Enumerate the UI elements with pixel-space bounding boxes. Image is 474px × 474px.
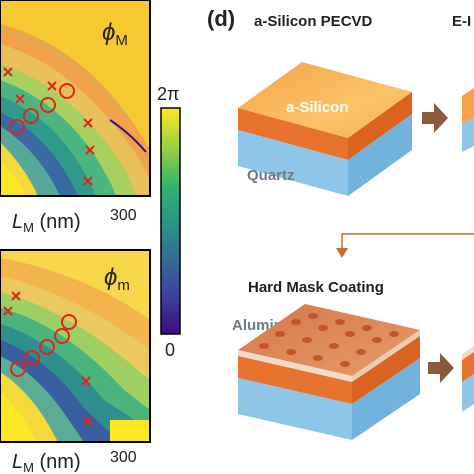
step1-layer-top: a-Silicon [286, 99, 349, 116]
phase-map-top-frame [0, 0, 151, 197]
phase-map-bottom-corner-label: ϕm [104, 264, 130, 294]
arrow-right-1 [422, 103, 448, 133]
circle-marker [39, 339, 55, 355]
circle-marker [61, 314, 77, 330]
panel-letter: (d) [207, 6, 235, 31]
phase-map-bottom-crosses [3, 291, 93, 426]
cross-marker [83, 416, 93, 426]
cross-marker [81, 376, 91, 386]
connector-arrowhead [336, 248, 348, 258]
phase-map-bottom-circles [10, 314, 77, 377]
colorbar-max-label: 2π [157, 84, 179, 104]
step3-stack [238, 304, 420, 440]
phase-map-top-crosses [3, 67, 95, 186]
cross-marker [15, 94, 25, 104]
step3-title: Hard Mask Coating [248, 279, 384, 296]
connector-line [341, 233, 474, 250]
circle-marker [9, 119, 25, 135]
cross-marker [83, 176, 93, 186]
circle-marker [54, 328, 70, 344]
step2-stack-partial [462, 88, 474, 152]
phase-map-top [0, 0, 150, 196]
cross-marker [85, 145, 95, 155]
phase-map-bottom-x-tick-max: 300 [110, 449, 137, 466]
circle-marker [23, 108, 39, 124]
step4-stack-partial [462, 346, 474, 412]
cross-marker [3, 306, 13, 316]
circle-marker [10, 361, 26, 377]
step3-mask-dots [259, 313, 399, 367]
step2-title-partial: E-I [452, 13, 471, 30]
step1-title: a-Silicon PECVD [254, 13, 373, 30]
cross-marker [83, 118, 93, 128]
cross-marker [11, 291, 21, 301]
phase-map-top-x-tick-max: 300 [110, 207, 137, 224]
phase-map-top-x-axis-label: LM (nm) [12, 211, 81, 235]
phase-map-top-corner-label: ϕM [102, 19, 128, 49]
phase-map-top-circles [9, 83, 75, 135]
circle-marker [40, 97, 56, 113]
circle-marker [24, 350, 40, 366]
colorbar [160, 107, 181, 335]
phase-map-bottom-x-axis-label: LM (nm) [12, 451, 81, 474]
circle-marker [59, 83, 75, 99]
step1-layer-bottom: Quartz [247, 167, 295, 184]
arrow-right-2 [428, 353, 454, 383]
step1-stack [238, 62, 412, 196]
cross-marker [3, 67, 13, 77]
phase-map-bottom-frame [0, 249, 151, 443]
cross-marker [47, 81, 57, 91]
colorbar-min-label: 0 [165, 340, 175, 360]
